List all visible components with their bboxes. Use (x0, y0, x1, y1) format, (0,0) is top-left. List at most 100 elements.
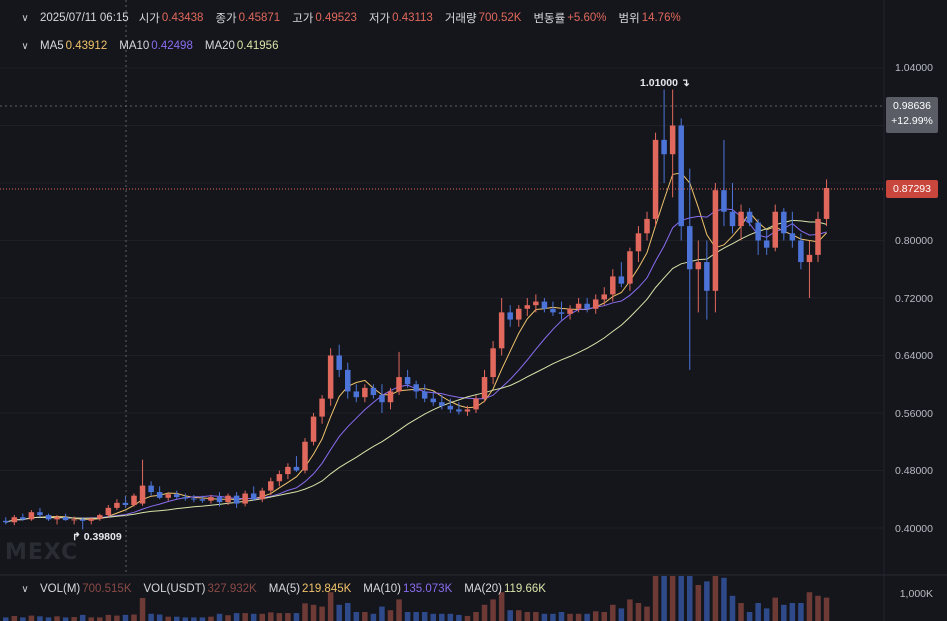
volume-bar (396, 599, 402, 621)
volume-label: 거래량 (444, 13, 477, 25)
candle-body (114, 502, 120, 508)
candle (533, 294, 539, 313)
candle (319, 395, 325, 424)
last-price: 0.87293 (893, 183, 931, 195)
candle (721, 139, 727, 227)
candle (644, 211, 650, 241)
candle-body (798, 240, 804, 263)
crosshair-price-tag: 0.98636 +12.99% (886, 97, 938, 133)
volume-bar (439, 613, 445, 621)
volume-bar (404, 612, 411, 621)
volume-bar (789, 603, 796, 621)
volume-bar (139, 597, 146, 621)
ma10-value: 0.42498 (151, 40, 193, 52)
vol-value: 700.515K (82, 583, 132, 595)
candle (139, 459, 146, 506)
candle-body (396, 377, 402, 392)
candle (62, 513, 69, 521)
moving-average-lines (5, 172, 827, 523)
candle-body (79, 519, 86, 521)
chevron-down-icon[interactable]: ∨ (21, 12, 29, 24)
candle (507, 305, 513, 327)
candle (396, 351, 402, 396)
volume-bar (11, 615, 18, 621)
candle-body (88, 518, 94, 521)
volume-bar (182, 617, 189, 621)
candle-body (353, 391, 360, 398)
candle (798, 233, 804, 270)
candle-body (122, 502, 129, 505)
volume-bar (208, 616, 214, 621)
candle-body (789, 233, 796, 241)
ma10-line (5, 208, 827, 523)
vol-ma20-label: MA(20) (464, 583, 502, 595)
volume-bar (319, 606, 325, 621)
volume-bar (652, 576, 659, 621)
candle (661, 89, 667, 183)
candle (276, 470, 283, 487)
candle-body (661, 139, 667, 155)
vol-ma20-value: 119.66K (503, 583, 546, 595)
candle-body (524, 305, 531, 309)
candle-body (635, 233, 642, 252)
volume-bar (729, 595, 736, 621)
volume-bar (763, 608, 770, 621)
candle (208, 494, 214, 504)
volume-bar (276, 613, 283, 621)
volume-bar (550, 613, 556, 621)
candle-body (345, 369, 351, 392)
candle-body (285, 466, 291, 475)
candle (447, 398, 454, 413)
chevron-down-icon[interactable]: ∨ (21, 40, 29, 52)
chevron-down-icon[interactable]: ∨ (21, 583, 29, 595)
candle-body (507, 312, 513, 320)
price-tick: 0.64000 (895, 350, 933, 362)
candles (3, 89, 830, 530)
candle-body (678, 125, 684, 227)
candle (310, 413, 317, 446)
volume-bar (88, 617, 94, 621)
candle (250, 486, 257, 501)
candle (575, 298, 582, 313)
candle-body (199, 499, 206, 501)
candle-body (310, 416, 317, 442)
candle (729, 183, 736, 234)
volume-bar (541, 613, 548, 621)
candle-body (533, 301, 539, 306)
candle (114, 499, 120, 511)
candle-body (815, 218, 821, 255)
arrow-icon: ↱ (72, 531, 84, 543)
candle (490, 341, 496, 385)
volume-bar (490, 599, 496, 621)
volume-bar (678, 576, 684, 621)
candle-body (336, 355, 342, 370)
candle (610, 269, 616, 302)
candle-body (208, 497, 214, 501)
candle-body (806, 254, 813, 263)
candle-body (490, 348, 496, 378)
candle-body (387, 391, 394, 403)
vol-ma5-value: 219.845K (302, 583, 352, 595)
candle-body (721, 190, 727, 212)
close-value: 0.45871 (238, 12, 281, 24)
volume-bar (661, 576, 667, 621)
volume-bar (610, 604, 616, 621)
candle (413, 380, 419, 399)
candle-body (250, 493, 257, 500)
volume-bar (481, 604, 488, 621)
volume-value: 700.52K (478, 12, 522, 24)
candle (97, 513, 103, 521)
candle-body (746, 211, 753, 223)
volume-bar (627, 599, 633, 621)
volume-bar (447, 613, 454, 621)
candle-body (695, 262, 702, 270)
volume-tick: 1,000K (899, 588, 933, 600)
vol-ma10-value: 135.073K (403, 583, 453, 595)
candle (37, 507, 43, 518)
volume-bar (174, 616, 180, 621)
crosshair-price: 0.98636 (893, 100, 931, 112)
volume-bar (3, 617, 9, 621)
high-value: 0.49523 (315, 12, 357, 24)
candle (79, 517, 86, 530)
